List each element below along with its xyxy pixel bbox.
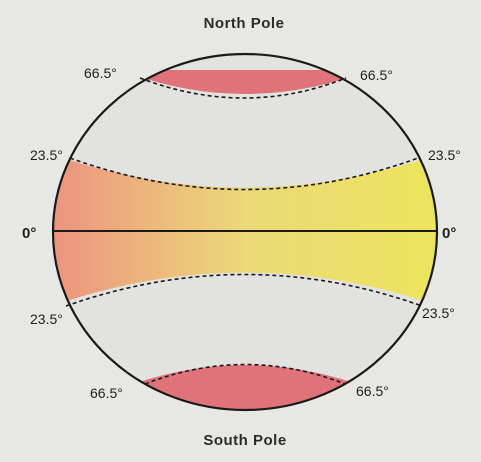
equator-right-label: 0° [442, 225, 456, 242]
antarctic-right-label: 66.5° [356, 383, 389, 399]
tropic-north-right-label: 23.5° [428, 147, 461, 163]
globe-outline [51, 52, 439, 412]
north-pole-label: North Pole [204, 15, 285, 32]
south-polar-zone [130, 365, 360, 410]
tropic-south-left-label: 23.5° [30, 311, 63, 327]
equator-left-label: 0° [22, 225, 36, 242]
tropic-north-left-label: 23.5° [30, 147, 63, 163]
north-polar-zone [120, 70, 370, 94]
tropic-of-capricorn-line [65, 273, 423, 307]
south-pole-label: South Pole [203, 432, 286, 449]
antarctic-left-label: 66.5° [90, 385, 123, 401]
arctic-circle-line [139, 77, 347, 99]
arctic-right-label: 66.5° [360, 67, 393, 83]
arctic-left-label: 66.5° [84, 65, 117, 81]
tropic-of-cancer-line [69, 157, 419, 191]
tropic-south-right-label: 23.5° [422, 305, 455, 321]
